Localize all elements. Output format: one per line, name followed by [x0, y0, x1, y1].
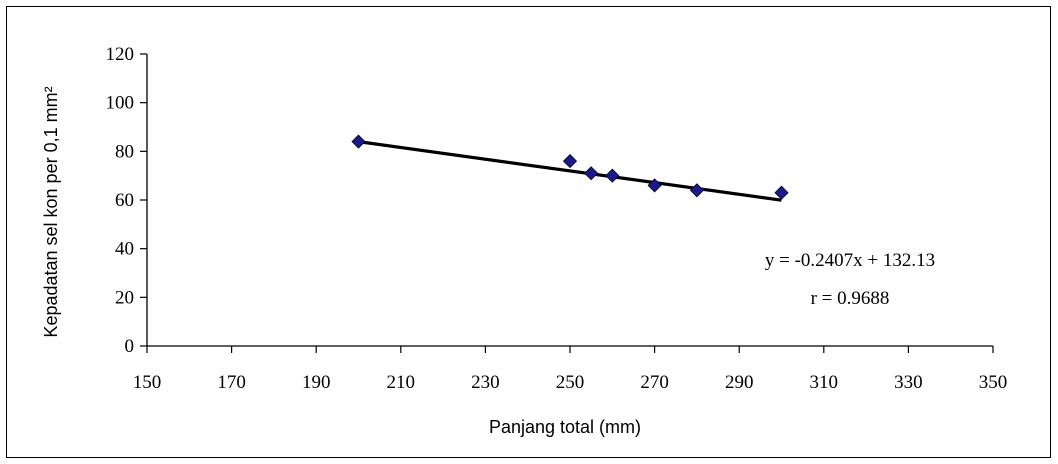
x-tick-label: 270 [640, 372, 669, 393]
y-tick-label: 60 [115, 190, 134, 211]
y-tick-label: 80 [115, 141, 134, 162]
correlation-value: r = 0.9688 [811, 288, 890, 309]
x-tick-label: 230 [471, 372, 500, 393]
x-tick-label: 210 [387, 372, 416, 393]
x-tick-label: 330 [894, 372, 923, 393]
data-point [562, 154, 578, 169]
x-ticks: 150 170 190 210 230 250 270 290 310 330 350 [133, 346, 1008, 393]
trendline [358, 140, 782, 202]
x-tick-label: 350 [979, 372, 1008, 393]
chart-frame: 0 20 40 60 80 100 120 150 170 190 210 230 250 270 290… [6, 6, 1051, 458]
data-point [689, 183, 704, 198]
data-point [774, 185, 789, 200]
scatter-chart: 0 20 40 60 80 100 120 150 170 190 210 230 250 270 290… [41, 44, 1008, 437]
y-tick-label: 100 [106, 93, 135, 114]
x-tick-label: 190 [302, 372, 331, 393]
x-tick-label: 170 [217, 372, 246, 393]
data-point [647, 178, 662, 193]
data-points [351, 134, 789, 200]
data-point [351, 134, 366, 149]
regression-equation: y = -0.2407x + 132.13 [765, 250, 935, 271]
data-point [584, 166, 599, 181]
x-tick-label: 250 [556, 372, 585, 393]
y-tick-label: 20 [115, 287, 134, 308]
x-tick-label: 290 [725, 372, 754, 393]
y-tick-label: 40 [115, 239, 134, 260]
x-axis-title: Panjang total (mm) [489, 417, 641, 437]
y-tick-label: 0 [125, 336, 135, 357]
data-point [605, 168, 620, 183]
trendline-group [358, 140, 782, 202]
y-ticks: 0 20 40 60 80 100 120 [106, 44, 147, 357]
x-tick-label: 150 [133, 372, 162, 393]
y-tick-label: 120 [106, 44, 135, 65]
y-axis-title: Kepadatan sel kon per 0,1 mm² [41, 86, 61, 337]
x-tick-label: 310 [810, 372, 839, 393]
